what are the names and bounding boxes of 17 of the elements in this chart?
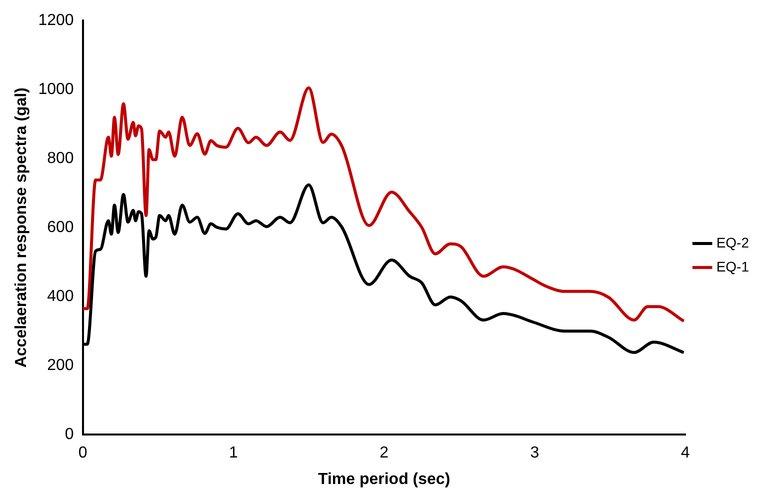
x-tick-label: 4	[680, 444, 690, 462]
y-tick-label: 0	[64, 426, 74, 444]
x-tick-label: 2	[380, 444, 389, 462]
y-tick-label: 400	[47, 288, 74, 306]
x-tick-label: 3	[530, 444, 540, 462]
x-tick-label: 1	[228, 444, 238, 462]
y-axis-title: Accelaeration response spectra (gal)	[13, 88, 30, 368]
y-tick-label: 1000	[38, 81, 74, 98]
x-axis-title: Time period (sec)	[318, 470, 450, 488]
y-tick-label: 600	[47, 219, 74, 236]
y-tick-label: 200	[47, 357, 74, 374]
legend-label: EQ-2	[716, 234, 750, 250]
x-tick-label: 0	[78, 444, 88, 462]
legend-label: EQ-1	[716, 258, 750, 274]
line-series	[82, 86, 686, 323]
y-tick-label: 800	[47, 150, 74, 168]
y-tick-label: 1200	[38, 12, 74, 30]
